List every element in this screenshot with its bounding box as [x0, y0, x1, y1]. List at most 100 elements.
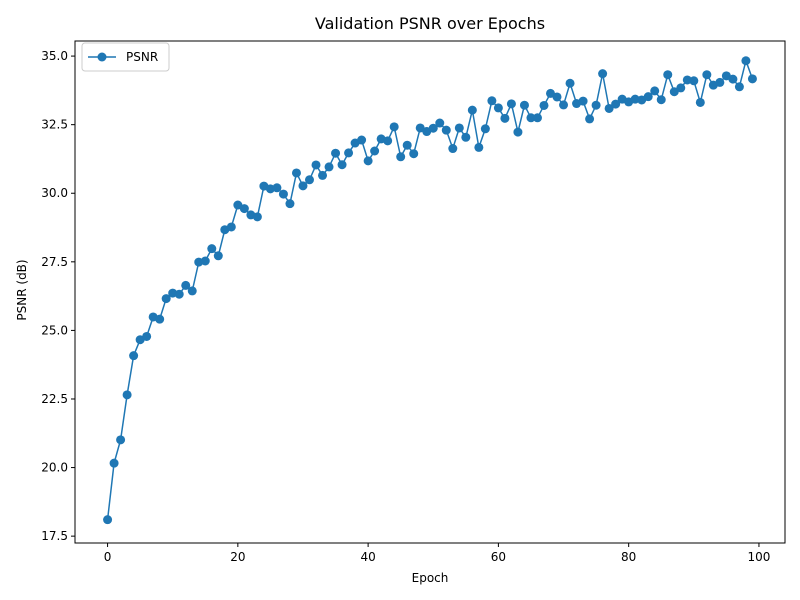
y-tick-label: 30.0 [41, 186, 68, 200]
legend-label: PSNR [126, 50, 158, 64]
data-point [461, 132, 471, 142]
data-point [604, 103, 614, 113]
data-point [565, 78, 575, 88]
data-point [278, 189, 288, 199]
data-point [409, 149, 419, 159]
data-point [370, 146, 380, 156]
data-point [467, 105, 477, 115]
y-tick-label: 25.0 [41, 323, 68, 337]
data-point [402, 140, 412, 150]
data-point [428, 123, 438, 133]
data-point [311, 160, 321, 170]
data-point [363, 156, 373, 166]
data-point [519, 100, 529, 110]
data-point [122, 390, 132, 400]
data-point [226, 222, 236, 232]
data-point [298, 181, 308, 191]
data-point [285, 199, 295, 209]
data-point [103, 515, 113, 525]
data-point [337, 160, 347, 170]
data-point [207, 244, 217, 254]
data-point [213, 251, 223, 261]
y-tick-label: 32.5 [41, 118, 68, 132]
data-point [304, 175, 314, 185]
data-point [741, 56, 751, 66]
legend-marker-sample [97, 52, 107, 62]
data-point [487, 96, 497, 106]
data-point [728, 74, 738, 84]
data-point [702, 70, 712, 80]
data-point [116, 435, 126, 445]
data-point [656, 95, 666, 105]
data-point [324, 162, 334, 172]
legend-box [81, 42, 170, 72]
data-point [676, 83, 686, 93]
y-tick-label: 35.0 [41, 49, 68, 63]
data-point [715, 77, 725, 87]
data-point [643, 92, 653, 102]
data-point [435, 118, 445, 128]
data-point [559, 100, 569, 110]
data-point [480, 124, 490, 134]
data-point [441, 125, 451, 135]
data-point [552, 92, 562, 102]
data-point [578, 96, 588, 106]
data-point [174, 289, 184, 299]
x-axis-label: Epoch [412, 571, 449, 585]
data-point [591, 100, 601, 110]
data-point [611, 99, 621, 109]
series-layer [103, 56, 757, 525]
data-point [383, 136, 393, 146]
data-point [747, 74, 757, 84]
data-point [142, 331, 152, 341]
data-point [526, 113, 536, 123]
data-point [291, 168, 301, 178]
data-point [109, 458, 119, 468]
x-tick-label: 40 [360, 550, 375, 564]
data-point [155, 314, 165, 324]
data-point [734, 82, 744, 92]
data-point [318, 170, 328, 180]
data-point [200, 256, 210, 266]
plot-frame [74, 40, 786, 544]
data-point [695, 97, 705, 107]
data-point [532, 113, 542, 123]
data-point [389, 122, 399, 132]
y-tick-label: 17.5 [41, 529, 68, 543]
data-point [500, 113, 510, 123]
data-point [396, 152, 406, 162]
x-tick-label: 100 [747, 550, 770, 564]
data-point [161, 294, 171, 304]
plot-area [74, 40, 786, 544]
data-point [539, 100, 549, 110]
x-axis: 0 20 40 60 80 100 [104, 543, 770, 564]
data-point [669, 87, 679, 97]
data-point [181, 280, 191, 290]
data-point [357, 135, 367, 145]
data-point [493, 103, 503, 113]
data-point [506, 99, 516, 109]
y-tick-label: 27.5 [41, 255, 68, 269]
y-axis-label: PSNR (dB) [15, 259, 29, 320]
x-tick-label: 60 [491, 550, 506, 564]
data-point [663, 70, 673, 80]
data-point [331, 148, 341, 158]
data-point [344, 148, 354, 158]
x-tick-label: 80 [621, 550, 636, 564]
data-point [448, 144, 458, 154]
data-point [585, 114, 595, 124]
data-point [474, 142, 484, 152]
data-point [454, 123, 464, 133]
y-tick-label: 20.0 [41, 461, 68, 475]
legend: PSNR [81, 42, 170, 72]
y-axis: 17.5 20.0 22.5 25.0 27.5 30.0 32.5 35.0 [41, 49, 75, 543]
x-tick-label: 20 [230, 550, 245, 564]
data-point [689, 76, 699, 86]
data-point [239, 204, 249, 214]
chart-title: Validation PSNR over Epochs [315, 14, 545, 33]
y-tick-label: 22.5 [41, 392, 68, 406]
data-point [513, 127, 523, 137]
data-point [598, 69, 608, 79]
x-tick-label: 0 [104, 550, 112, 564]
